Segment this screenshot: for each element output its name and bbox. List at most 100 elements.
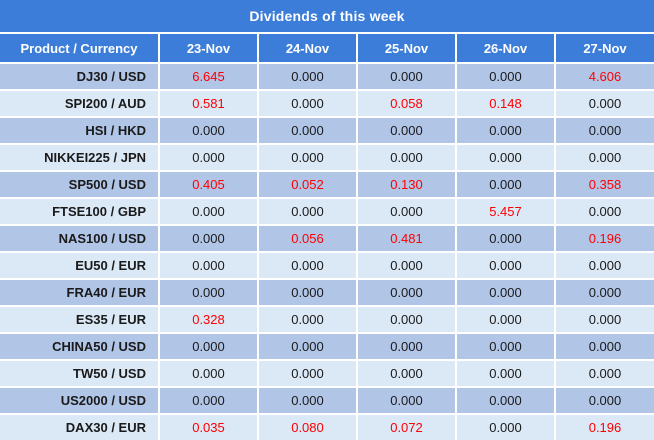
table-row: CHINA50 / USD 0.000 0.000 0.000 0.000 0.000 xyxy=(0,334,654,361)
dividend-value: 0.130 xyxy=(358,172,457,197)
dividend-value: 0.035 xyxy=(160,415,259,440)
dividend-value: 0.000 xyxy=(457,145,556,170)
table-row: US2000 / USD 0.000 0.000 0.000 0.000 0.000 xyxy=(0,388,654,415)
page-title: Dividends of this week xyxy=(249,8,405,24)
dividend-value: 0.000 xyxy=(358,199,457,224)
dividend-value: 0.052 xyxy=(259,172,358,197)
table-row: DJ30 / USD 6.645 0.000 0.000 0.000 4.606 xyxy=(0,64,654,91)
dividend-value: 0.000 xyxy=(160,226,259,251)
dividend-value: 0.405 xyxy=(160,172,259,197)
dividend-value: 0.000 xyxy=(588,96,622,111)
product-cell: SP500 / USD xyxy=(0,172,160,197)
dividend-value: 0.581 xyxy=(160,91,259,116)
dividend-value: 0.000 xyxy=(457,415,556,440)
table-row: SP500 / USD 0.405 0.052 0.130 0.000 0.358 xyxy=(0,172,654,199)
table-row: DAX30 / EUR 0.035 0.080 0.072 0.000 0.196 xyxy=(0,415,654,440)
product-cell: DJ30 / USD xyxy=(0,64,160,89)
dividend-value: 0.000 xyxy=(358,64,457,89)
table-row: TW50 / USD 0.000 0.000 0.000 0.000 0.000 xyxy=(0,361,654,388)
dividend-value: 0.000 xyxy=(259,307,358,332)
dividend-value: 0.000 xyxy=(160,253,259,278)
product-cell: SPI200 / AUD xyxy=(0,91,160,116)
dividend-value: 0.000 xyxy=(160,388,259,413)
dividend-value: 0.000 xyxy=(160,334,259,359)
header-date: 24-Nov xyxy=(259,34,358,62)
dividend-value: 0.000 xyxy=(259,199,358,224)
dividend-value: 0.196 xyxy=(588,420,622,435)
dividend-value: 0.000 xyxy=(160,280,259,305)
dividend-value: 0.000 xyxy=(588,393,622,408)
dividend-value: 0.000 xyxy=(259,388,358,413)
dividend-value: 0.000 xyxy=(259,118,358,143)
dividend-value: 0.000 xyxy=(259,361,358,386)
dividend-value: 0.000 xyxy=(457,388,556,413)
dividend-value: 0.000 xyxy=(457,118,556,143)
dividend-value: 0.000 xyxy=(358,145,457,170)
dividend-value: 6.645 xyxy=(160,64,259,89)
dividend-value: 0.000 xyxy=(358,388,457,413)
header-row: Product / Currency 23-Nov 24-Nov 25-Nov 26-N… xyxy=(0,34,654,64)
dividend-value: 0.000 xyxy=(259,334,358,359)
product-cell: NAS100 / USD xyxy=(0,226,160,251)
header-date: 25-Nov xyxy=(358,34,457,62)
dividend-value: 0.000 xyxy=(358,307,457,332)
dividend-value: 0.000 xyxy=(358,361,457,386)
product-cell: ES35 / EUR xyxy=(0,307,160,332)
product-cell: EU50 / EUR xyxy=(0,253,160,278)
product-cell: HSI / HKD xyxy=(0,118,160,143)
dividend-value: 0.000 xyxy=(259,91,358,116)
dividend-value: 0.000 xyxy=(457,280,556,305)
product-cell: TW50 / USD xyxy=(0,361,160,386)
dividends-table: Product / Currency 23-Nov 24-Nov 25-Nov 26-N… xyxy=(0,34,654,440)
dividend-value: 4.606 xyxy=(588,69,622,84)
dividend-value: 5.457 xyxy=(457,199,556,224)
dividend-value: 0.000 xyxy=(457,172,556,197)
dividend-value: 0.000 xyxy=(259,280,358,305)
dividend-value: 0.000 xyxy=(588,150,622,165)
dividend-value: 0.000 xyxy=(358,280,457,305)
table-row: NAS100 / USD 0.000 0.056 0.481 0.000 0.196 xyxy=(0,226,654,253)
table-row: HSI / HKD 0.000 0.000 0.000 0.000 0.000 xyxy=(0,118,654,145)
table-row: FRA40 / EUR 0.000 0.000 0.000 0.000 0.000 xyxy=(0,280,654,307)
dividend-value: 0.000 xyxy=(160,145,259,170)
dividend-value: 0.328 xyxy=(160,307,259,332)
product-cell: FTSE100 / GBP xyxy=(0,199,160,224)
product-cell: US2000 / USD xyxy=(0,388,160,413)
dividend-value: 0.000 xyxy=(160,361,259,386)
dividend-value: 0.000 xyxy=(358,334,457,359)
product-cell: CHINA50 / USD xyxy=(0,334,160,359)
dividend-value: 0.000 xyxy=(358,253,457,278)
table-row: NIKKEI225 / JPN 0.000 0.000 0.000 0.000 0.000 xyxy=(0,145,654,172)
product-cell: NIKKEI225 / JPN xyxy=(0,145,160,170)
table-row: EU50 / EUR 0.000 0.000 0.000 0.000 0.000 xyxy=(0,253,654,280)
title-bar: Dividends of this week xyxy=(0,0,654,34)
dividend-value: 0.000 xyxy=(457,226,556,251)
dividend-value: 0.000 xyxy=(160,118,259,143)
dividend-value: 0.481 xyxy=(358,226,457,251)
product-cell: DAX30 / EUR xyxy=(0,415,160,440)
dividend-value: 0.148 xyxy=(457,91,556,116)
dividend-value: 0.000 xyxy=(259,253,358,278)
dividend-value: 0.000 xyxy=(160,199,259,224)
dividend-value: 0.000 xyxy=(588,258,622,273)
dividend-value: 0.000 xyxy=(457,307,556,332)
dividend-value: 0.000 xyxy=(588,285,622,300)
table-row: FTSE100 / GBP 0.000 0.000 0.000 5.457 0.000 xyxy=(0,199,654,226)
dividend-value: 0.080 xyxy=(259,415,358,440)
dividend-value: 0.196 xyxy=(588,231,622,246)
dividend-value: 0.000 xyxy=(588,339,622,354)
product-cell: FRA40 / EUR xyxy=(0,280,160,305)
dividend-value: 0.000 xyxy=(588,366,622,381)
dividend-value: 0.000 xyxy=(259,145,358,170)
header-product-currency: Product / Currency xyxy=(0,34,160,62)
header-date: 27-Nov xyxy=(583,40,627,56)
dividend-value: 0.000 xyxy=(457,361,556,386)
dividend-value: 0.000 xyxy=(457,334,556,359)
table-row: ES35 / EUR 0.328 0.000 0.000 0.000 0.000 xyxy=(0,307,654,334)
header-date: 26-Nov xyxy=(457,34,556,62)
table-body: DJ30 / USD 6.645 0.000 0.000 0.000 4.606 SPI20… xyxy=(0,64,654,440)
dividend-value: 0.000 xyxy=(457,253,556,278)
dividend-value: 0.058 xyxy=(358,91,457,116)
dividend-value: 0.000 xyxy=(358,118,457,143)
